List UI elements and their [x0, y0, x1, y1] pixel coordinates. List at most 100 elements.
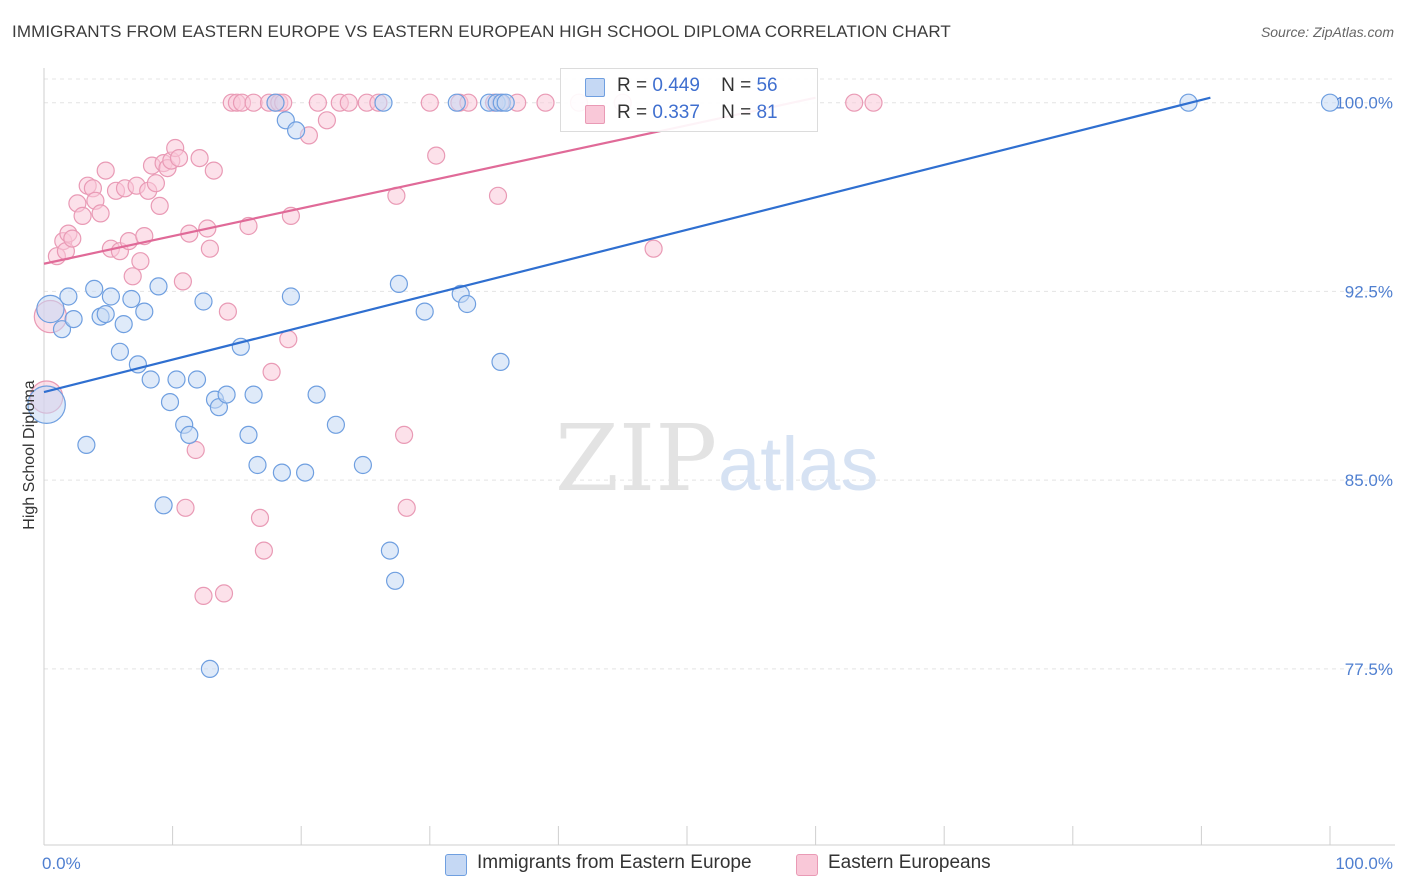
immigrants-point-24	[200, 659, 219, 679]
eastern-europeans-point-37	[194, 586, 213, 606]
immigrants-point-40	[353, 455, 372, 475]
legend-swatch-blue	[585, 78, 605, 97]
eastern-europeans-point-31	[169, 149, 189, 168]
eastern-europeans-point-21	[131, 252, 150, 271]
immigrants-point-18	[160, 393, 180, 412]
eastern-europeans-point-42	[218, 302, 237, 321]
eastern-europeans-point-65	[397, 498, 416, 517]
series-name-pink: Eastern Europeans	[828, 852, 991, 873]
immigrants-point-35	[281, 287, 300, 306]
trend-lines	[43, 96, 1211, 394]
eastern-europeans-point-40	[204, 161, 223, 180]
eastern-europeans-point-49	[254, 541, 273, 560]
immigrants-point-48	[458, 294, 477, 314]
legend-r-value: 0.449	[652, 75, 700, 96]
immigrants-point-5	[77, 435, 96, 454]
y-tick-label-1: 92.5%	[1345, 282, 1393, 301]
immigrants-point-32	[266, 93, 285, 112]
eastern-europeans-point-47	[244, 93, 263, 112]
eastern-europeans-point-79	[845, 93, 864, 112]
immigrants-point-45	[415, 302, 434, 321]
immigrants-point-31	[248, 455, 267, 475]
eastern-europeans-point-33	[176, 498, 195, 517]
chart-title: IMMIGRANTS FROM EASTERN EUROPE VS EASTER…	[12, 22, 951, 41]
immigrants-point-33	[272, 463, 291, 482]
y-tick-label-0: 100.0%	[1335, 94, 1393, 113]
immigrants-point-29	[239, 425, 258, 444]
immigrants-point-8	[96, 305, 115, 324]
immigrants-point-52	[496, 93, 515, 112]
eastern-europeans-point-41	[214, 584, 234, 603]
immigrants-point-42	[380, 541, 399, 560]
eastern-europeans-point-12	[91, 204, 110, 223]
stats-legend: R = 0.449 N = 56 R = 0.337 N = 81	[560, 68, 818, 132]
watermark: ZIP atlas	[555, 405, 879, 512]
legend-swatch-pink	[585, 105, 605, 124]
y-tick-label-3: 77.5%	[1345, 660, 1393, 679]
eastern-europeans-point-25	[146, 174, 165, 193]
immigrants-point-37	[296, 463, 315, 482]
immigrants-point-22	[187, 370, 207, 389]
immigrants-point-6	[85, 279, 104, 298]
immigrants-point-11	[114, 315, 133, 334]
axes	[43, 68, 1395, 846]
grid-lines	[44, 78, 1395, 670]
legend-r-label: R =	[617, 102, 648, 123]
immigrants-point-19	[167, 370, 186, 389]
y-tick-label-2: 85.0%	[1345, 471, 1393, 490]
eastern-europeans-point-78	[644, 239, 663, 258]
eastern-europeans-point-39	[200, 239, 219, 258]
eastern-europeans-point-35	[186, 440, 205, 460]
series-swatch-blue	[445, 854, 467, 876]
y-axis-label: High School Diploma	[21, 380, 38, 530]
immigrants-point-15	[141, 370, 160, 389]
immigrants-point-12	[122, 289, 141, 309]
eastern-europeans-point-67	[420, 93, 439, 112]
legend-n-label: N =	[721, 75, 752, 96]
eastern-europeans-point-19	[123, 267, 142, 286]
eastern-europeans-point-26	[150, 196, 169, 215]
trend-line-immigrants	[43, 96, 1211, 394]
watermark-zip: ZIP	[555, 405, 717, 512]
eastern-europeans-point-75	[536, 93, 555, 112]
eastern-europeans-point-36	[190, 149, 209, 168]
immigrants-point-21	[180, 425, 199, 444]
eastern-europeans-point-61	[339, 93, 358, 112]
immigrants-point-38	[307, 385, 326, 404]
immigrants-point-43	[386, 571, 405, 590]
eastern-europeans-point-13	[96, 161, 115, 180]
legend-r-value: 0.337	[652, 102, 700, 123]
immigrants-point-30	[244, 385, 263, 404]
eastern-europeans-point-73	[488, 186, 508, 205]
data-points	[27, 93, 1340, 679]
eastern-europeans-point-80	[864, 93, 883, 112]
eastern-europeans-point-58	[308, 93, 327, 112]
immigrants-point-17	[154, 496, 173, 515]
source-label: Source: ZipAtlas.com	[1260, 24, 1394, 40]
eastern-europeans-point-8	[73, 206, 92, 225]
immigrants-point-55	[1320, 93, 1340, 112]
eastern-europeans-point-56	[279, 330, 298, 349]
watermark-atlas: atlas	[718, 422, 879, 507]
series-name-blue: Immigrants from Eastern Europe	[477, 852, 752, 873]
legend-n-value: 56	[756, 75, 778, 96]
immigrants-point-16	[149, 277, 168, 296]
immigrants-point-36	[287, 121, 306, 140]
immigrants-point-2	[52, 320, 72, 339]
immigrants-point-1	[36, 294, 65, 324]
eastern-europeans-point-66	[395, 425, 414, 444]
immigrants-point-14	[135, 302, 154, 321]
immigrants-point-53	[491, 352, 510, 371]
immigrants-point-10	[110, 342, 130, 361]
legend-r-label: R =	[617, 75, 648, 96]
immigrants-point-0	[27, 385, 66, 425]
immigrants-point-3	[59, 287, 78, 306]
eastern-europeans-point-59	[317, 111, 336, 130]
legend-n-label: N =	[721, 102, 752, 123]
series-swatch-pink	[796, 854, 818, 876]
immigrants-point-46	[447, 93, 466, 112]
immigrants-point-44	[389, 274, 408, 293]
x-tick-label-1: 100.0%	[1335, 854, 1393, 873]
immigrants-point-41	[374, 93, 393, 112]
